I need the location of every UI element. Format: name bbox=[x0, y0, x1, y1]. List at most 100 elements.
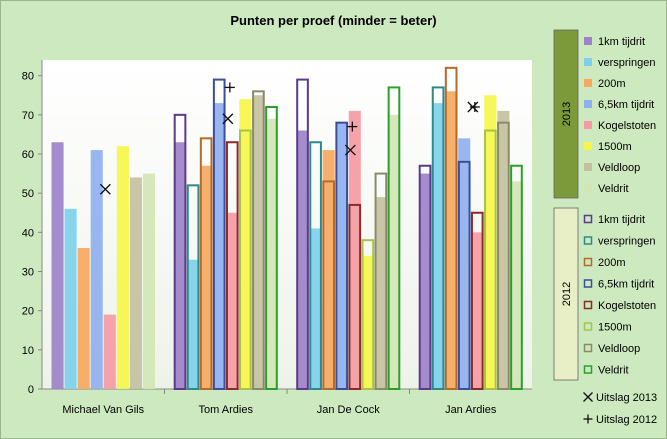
legend-swatch-2013-200m bbox=[584, 79, 592, 87]
bar-2013-6-5km-tijdrit bbox=[335, 122, 348, 390]
legend-label-kogelstoten: Kogelstoten bbox=[598, 120, 656, 132]
bar-2013-6-5km-tijdrit bbox=[458, 138, 471, 389]
legend-swatch-2013-1500m bbox=[584, 142, 592, 150]
y-tick-label: 10 bbox=[22, 345, 34, 357]
bar-2012-verspringen bbox=[309, 141, 322, 390]
y-tick-label: 20 bbox=[22, 306, 34, 318]
chart-title: Punten per proef (minder = beter) bbox=[230, 13, 437, 28]
x-tick-label: Michael Van Gils bbox=[62, 404, 144, 416]
legend-label-200m: 200m bbox=[598, 257, 626, 269]
y-tick-label: 70 bbox=[22, 110, 34, 122]
bar-2013-veldrit bbox=[510, 181, 523, 389]
legend-swatch-2012-veldrit bbox=[583, 365, 593, 374]
bar-2012-veldrit bbox=[265, 106, 278, 390]
legend-swatch-2013-1km-tijdrit bbox=[584, 37, 592, 45]
legend-swatch-2012-1500m bbox=[583, 322, 593, 331]
bar-2013-1500m bbox=[484, 95, 497, 389]
bar-2013-kogelstoten bbox=[226, 212, 239, 389]
y-tick-label: 30 bbox=[22, 267, 34, 279]
marker-uitslag-2013 bbox=[222, 113, 234, 125]
legend-label-1500m: 1500m bbox=[598, 322, 632, 334]
bar-2012-200m bbox=[199, 137, 213, 390]
bar-2012-veldrit bbox=[510, 164, 523, 390]
y-tick-label: 80 bbox=[22, 71, 34, 83]
bar-2012-veldloop bbox=[252, 90, 265, 390]
bar-2013-veldrit bbox=[387, 114, 400, 389]
bar-2013-verspringen bbox=[309, 228, 322, 389]
bar-2013-veldrit bbox=[265, 118, 278, 389]
marker-uitslag-2013 bbox=[99, 183, 111, 195]
legend-swatch-2012-kogelstoten bbox=[583, 300, 593, 310]
bar-2013-kogelstoten bbox=[103, 314, 116, 389]
bar-2012-200m bbox=[322, 180, 335, 390]
legend-group-2012 bbox=[553, 207, 579, 381]
y-tick-label: 60 bbox=[22, 149, 34, 161]
bar-2012-200m bbox=[444, 66, 458, 390]
bar-2012-1km-tijdrit bbox=[296, 78, 309, 390]
bar-2012-kogelstoten bbox=[348, 203, 362, 390]
bar-2013-veldloop bbox=[129, 177, 142, 389]
legend-swatch-2013-kogelstoten bbox=[584, 121, 592, 129]
bar-2013-200m bbox=[77, 248, 90, 389]
bar-2013-1km-tijdrit bbox=[419, 173, 432, 389]
bar-2012-kogelstoten bbox=[470, 211, 484, 390]
bar-2012-1500m bbox=[239, 129, 252, 390]
legend-label-200m: 200m bbox=[598, 78, 626, 90]
bar-2012-veldloop bbox=[374, 172, 388, 390]
legend-label-uitslag-2013: Uitslag 2013 bbox=[596, 392, 657, 404]
bar-2012-6-5km-tijdrit bbox=[335, 121, 349, 391]
bar-2013-1500m bbox=[239, 99, 252, 390]
bar-2012-verspringen bbox=[431, 86, 445, 391]
bar-2013-6-5km-tijdrit bbox=[90, 150, 103, 389]
legend-swatch-2013-veldrit bbox=[584, 184, 592, 192]
legend-label-1km-tijdrit: 1km tijdrit bbox=[598, 214, 645, 226]
y-tick-label: 0 bbox=[28, 384, 34, 396]
bar-2012-1500m bbox=[484, 129, 497, 390]
bar-2012-1500m bbox=[361, 239, 375, 390]
x-tick-label: Tom Ardies bbox=[199, 404, 254, 416]
legend-swatch-2012-veldloop bbox=[583, 343, 593, 353]
legend-label-veldloop: Veldloop bbox=[598, 162, 640, 174]
legend-swatch-2012-1km-tijdrit bbox=[583, 214, 593, 224]
legend-label-veldloop: Veldloop bbox=[598, 343, 640, 355]
legend-label-uitslag-2012: Uitslag 2012 bbox=[596, 414, 657, 426]
bar-2013-verspringen bbox=[64, 208, 77, 389]
legend-group-label: 2012 bbox=[561, 282, 573, 306]
legend-label-veldrit: Veldrit bbox=[598, 365, 629, 377]
y-tick-label: 50 bbox=[22, 188, 34, 200]
bar-2012-6-5km-tijdrit bbox=[457, 160, 471, 390]
bar-2013-1km-tijdrit bbox=[174, 142, 187, 389]
legend-label-kogelstoten: Kogelstoten bbox=[598, 300, 656, 312]
x-tick-label: Jan De Cock bbox=[317, 404, 380, 416]
bar-2013-200m bbox=[322, 150, 335, 389]
legend-group-label: 2013 bbox=[561, 102, 573, 126]
legend-label-6-5km-tijdrit: 6,5km tijdrit bbox=[598, 279, 654, 291]
bar-2013-veldrit bbox=[142, 173, 155, 389]
bar-2013-1km-tijdrit bbox=[296, 130, 309, 389]
bar-2013-kogelstoten bbox=[348, 110, 361, 390]
bar-2013-veldloop bbox=[497, 110, 510, 390]
legend-label-verspringen: verspringen bbox=[598, 236, 655, 248]
legend-swatch-2013-veldloop bbox=[584, 163, 592, 171]
legend-label-1500m: 1500m bbox=[598, 141, 632, 153]
legend-label-1km-tijdrit: 1km tijdrit bbox=[598, 36, 645, 48]
legend-group-2013 bbox=[553, 29, 579, 199]
marker-uitslag-2013 bbox=[344, 144, 356, 156]
bar-2013-verspringen bbox=[432, 103, 445, 389]
bar-2013-200m bbox=[445, 91, 458, 389]
legend-label-verspringen: verspringen bbox=[598, 57, 655, 69]
legend-swatch-2012-6-5km-tijdrit bbox=[583, 279, 593, 288]
bar-2013-1500m bbox=[116, 146, 129, 389]
bar-2012-veldloop bbox=[497, 121, 510, 391]
legend-label-veldrit: Veldrit bbox=[598, 183, 629, 195]
bar-2013-1km-tijdrit bbox=[51, 142, 64, 389]
bar-2012-veldrit bbox=[387, 86, 401, 391]
legend-swatch-2013-verspringen bbox=[584, 58, 592, 66]
y-tick-label: 40 bbox=[22, 227, 34, 239]
bar-2013-verspringen bbox=[187, 259, 200, 389]
legend-swatch-2012-verspringen bbox=[583, 236, 593, 245]
bar-2012-1km-tijdrit bbox=[173, 113, 187, 390]
legend-swatch-2012-200m bbox=[583, 257, 593, 267]
bar-2013-1500m bbox=[361, 255, 374, 389]
